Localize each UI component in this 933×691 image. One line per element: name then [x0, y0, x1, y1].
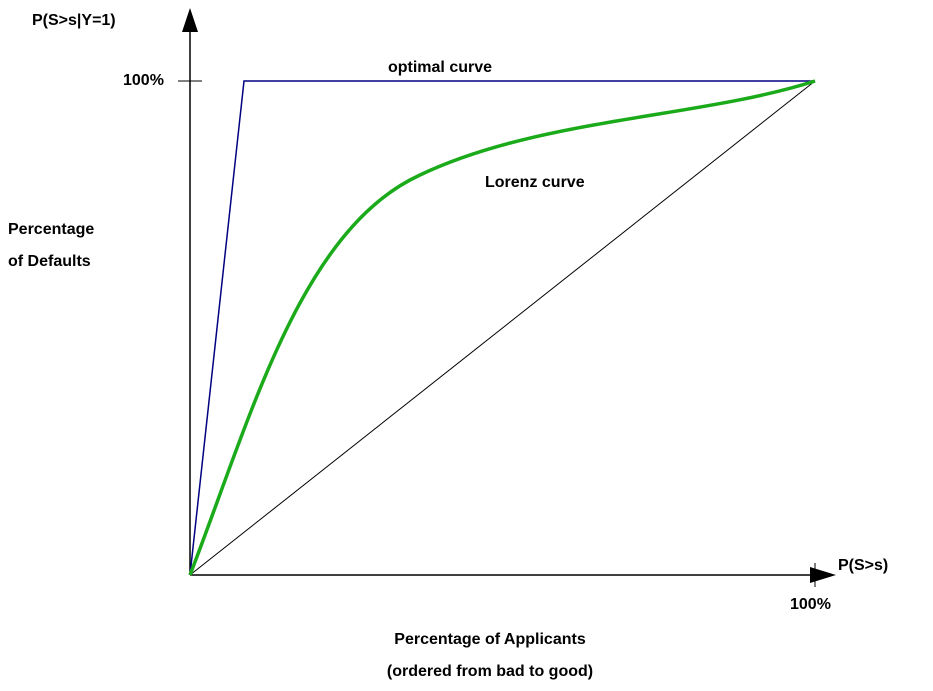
lorenz-curve [188, 79, 816, 576]
optimal-label: optimal curve [388, 59, 492, 76]
y-title: Percentage [8, 221, 94, 238]
y-axis-label: P(S>s|Y=1) [32, 12, 116, 29]
x-axis-arrow [810, 567, 836, 583]
x-title: (ordered from bad to good) [387, 663, 593, 680]
x-title: Percentage of Applicants [394, 631, 586, 648]
x-tick-label: 100% [790, 596, 831, 613]
optimal-curve [189, 80, 815, 576]
y-title: of Defaults [8, 253, 91, 270]
lorenz-label: Lorenz curve [485, 174, 585, 191]
y-axis-arrow [182, 8, 198, 32]
diagonal [189, 80, 816, 576]
x-axis-label: P(S>s) [838, 557, 888, 574]
y-tick-label: 100% [123, 72, 164, 89]
